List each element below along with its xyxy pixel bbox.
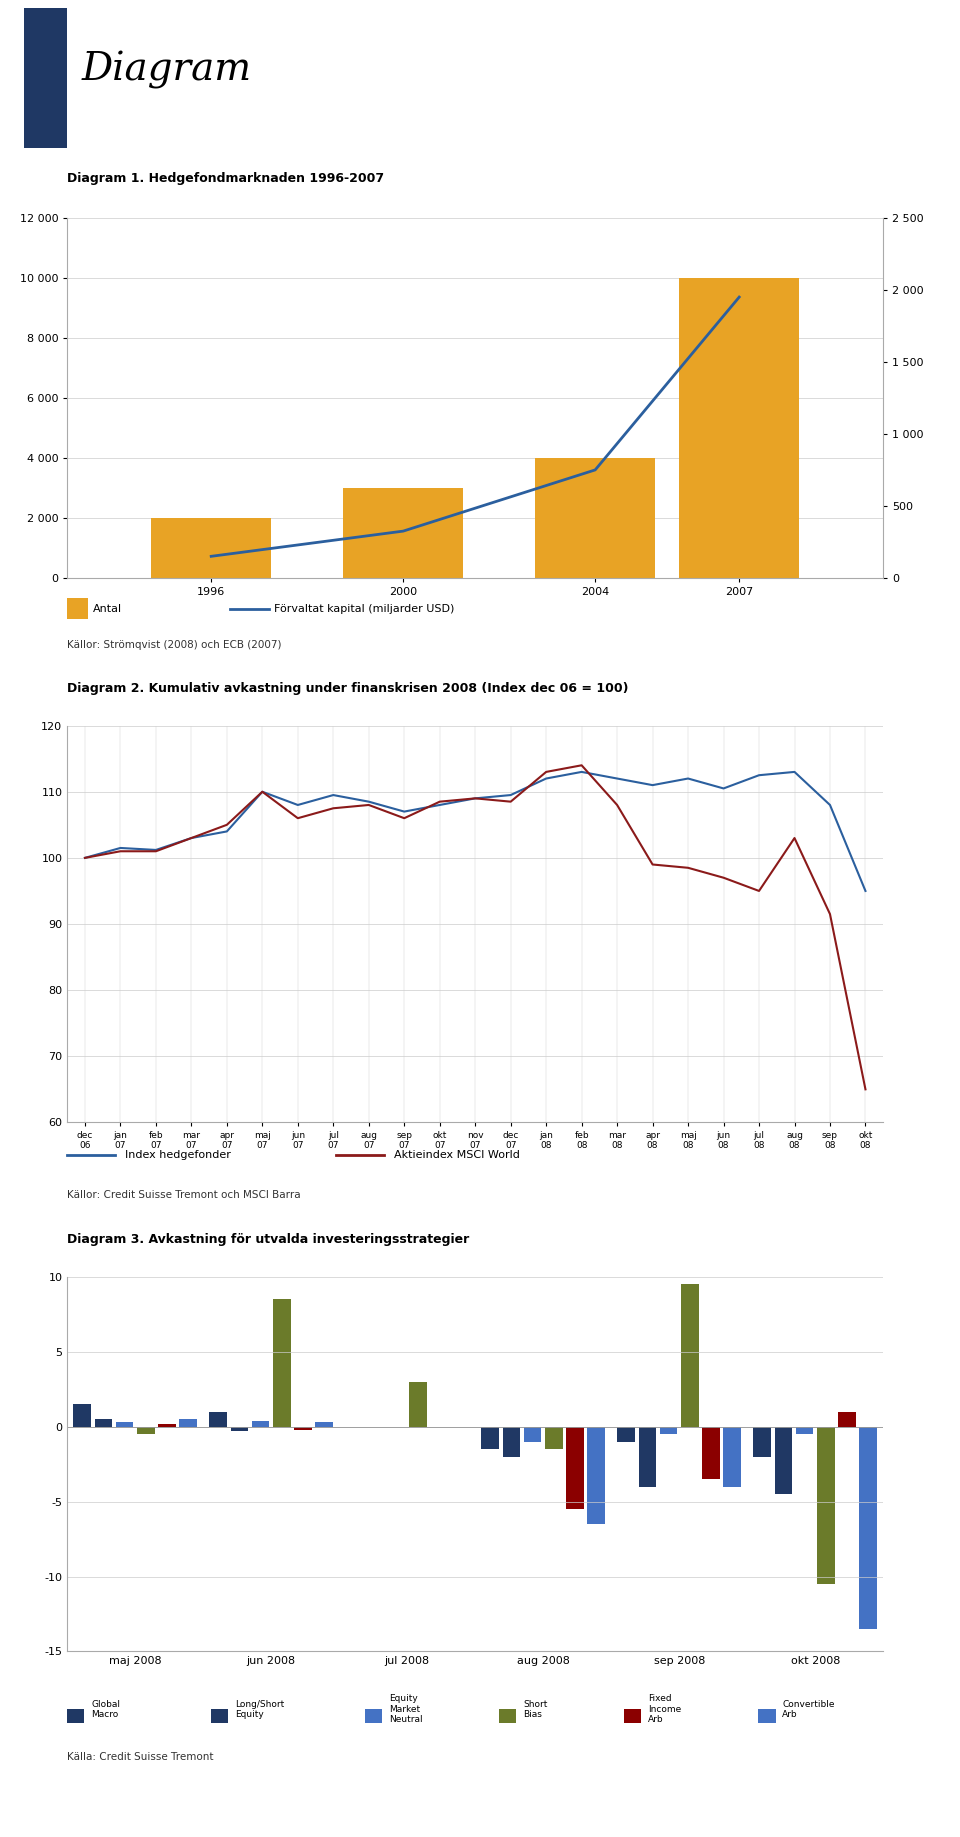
Text: Equity
Market
Neutral: Equity Market Neutral (389, 1694, 422, 1725)
Text: Diagram 3. Avkastning för utvalda investeringsstrategier: Diagram 3. Avkastning för utvalda invest… (67, 1233, 469, 1245)
Text: Aktieindex MSCI World: Aktieindex MSCI World (394, 1150, 519, 1161)
Bar (67, 599, 88, 619)
Text: Diagram: Diagram (82, 51, 252, 90)
Text: Diagram 1. Hedgefondmarknaden 1996-2007: Diagram 1. Hedgefondmarknaden 1996-2007 (67, 171, 384, 184)
Bar (24, 7, 67, 149)
Text: Index hedgefonder: Index hedgefonder (125, 1150, 230, 1161)
Bar (365, 1710, 382, 1723)
Text: Källor: Credit Suisse Tremont och MSCI Barra: Källor: Credit Suisse Tremont och MSCI B… (67, 1190, 300, 1200)
Text: Convertible
Arb: Convertible Arb (782, 1699, 835, 1719)
Text: Källa: Credit Suisse Tremont: Källa: Credit Suisse Tremont (67, 1752, 214, 1762)
Text: Diagram 2. Kumulativ avkastning under finanskrisen 2008 (Index dec 06 = 100): Diagram 2. Kumulativ avkastning under fi… (67, 682, 629, 694)
Bar (758, 1710, 776, 1723)
Bar (67, 1710, 84, 1723)
Bar (624, 1710, 641, 1723)
Text: 4 – EKONOMISKA KOMMENTARER NR 3, 2009: 4 – EKONOMISKA KOMMENTARER NR 3, 2009 (355, 1800, 605, 1809)
Bar (499, 1710, 516, 1723)
Text: Long/Short
Equity: Long/Short Equity (235, 1699, 284, 1719)
Text: Källor: Strömqvist (2008) och ECB (2007): Källor: Strömqvist (2008) och ECB (2007) (67, 639, 281, 650)
Text: Short
Bias: Short Bias (523, 1699, 547, 1719)
Text: Fixed
Income
Arb: Fixed Income Arb (648, 1694, 682, 1725)
Text: Förvaltat kapital (miljarder USD): Förvaltat kapital (miljarder USD) (274, 604, 454, 614)
Bar (211, 1710, 228, 1723)
Text: Global
Macro: Global Macro (91, 1699, 120, 1719)
Text: Antal: Antal (93, 604, 122, 614)
